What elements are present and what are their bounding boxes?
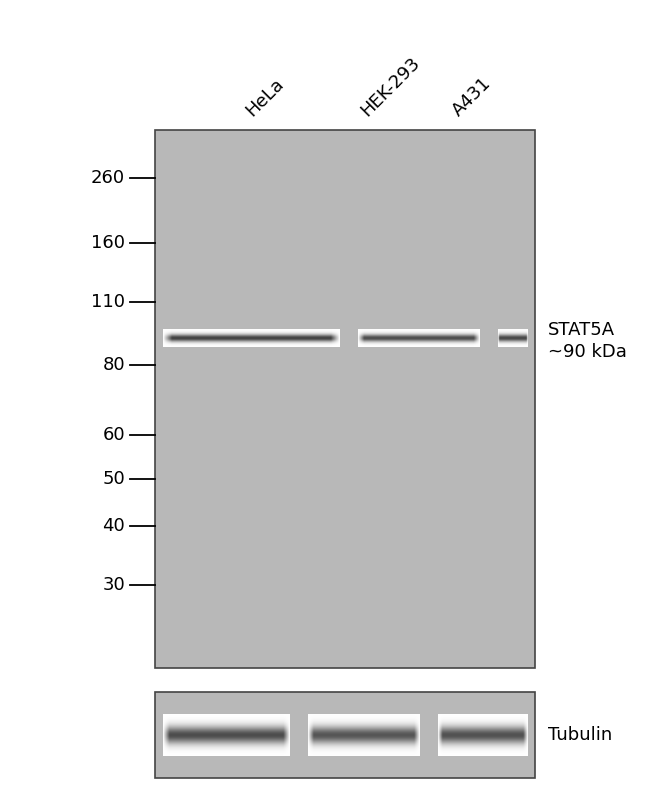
Bar	[155, 692, 535, 778]
Text: 50: 50	[102, 470, 125, 488]
Text: 40: 40	[102, 517, 125, 535]
Text: 160: 160	[91, 234, 125, 252]
Text: 80: 80	[103, 356, 125, 374]
Text: 260: 260	[91, 169, 125, 187]
Text: 30: 30	[102, 576, 125, 594]
Text: 60: 60	[103, 426, 125, 444]
Bar	[155, 130, 535, 668]
Text: STAT5A: STAT5A	[548, 321, 615, 339]
Text: Tubulin: Tubulin	[548, 726, 612, 744]
Text: HeLa: HeLa	[242, 75, 287, 120]
Text: HEK-293: HEK-293	[358, 53, 423, 120]
Text: 110: 110	[91, 293, 125, 311]
Text: ~90 kDa: ~90 kDa	[548, 343, 627, 361]
Text: A431: A431	[449, 74, 495, 120]
